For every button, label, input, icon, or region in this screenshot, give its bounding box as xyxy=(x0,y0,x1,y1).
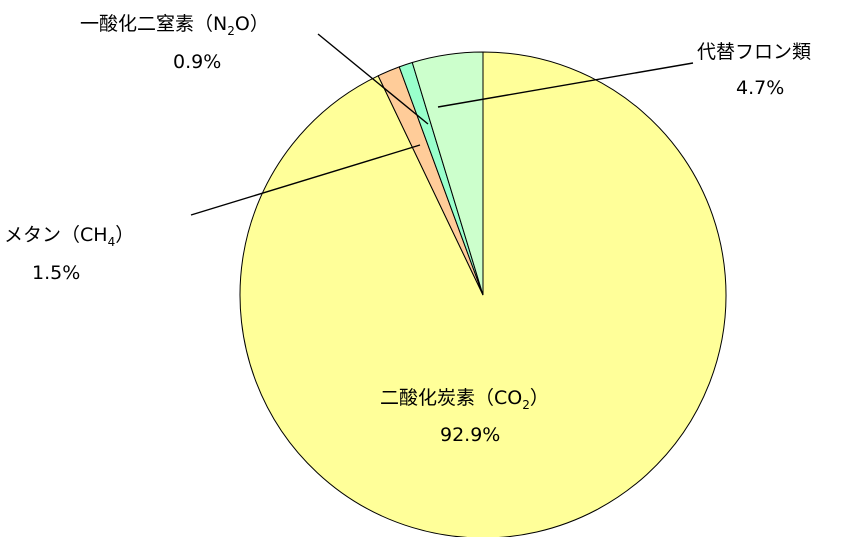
leader-line-n2o xyxy=(317,33,429,125)
pie-slices xyxy=(239,51,727,537)
label-hfc-name: 代替フロン類 xyxy=(697,41,811,63)
label-n2o-value: 0.9% xyxy=(173,51,221,73)
label-ch4-name: メタン（CH4） xyxy=(4,224,134,249)
label-co2-name: 二酸化炭素（CO2） xyxy=(380,387,549,412)
leader-line-hfc xyxy=(437,62,694,108)
pie-slice-0 xyxy=(239,51,727,537)
label-ch4-value: 1.5% xyxy=(32,262,80,284)
label-hfc-value: 4.7% xyxy=(736,77,784,99)
leader-line-ch4 xyxy=(190,144,421,216)
label-n2o-name: 一酸化二窒素（N2O） xyxy=(80,13,269,38)
label-co2-value: 92.9% xyxy=(440,424,500,446)
pie-slice-3 xyxy=(411,51,484,296)
